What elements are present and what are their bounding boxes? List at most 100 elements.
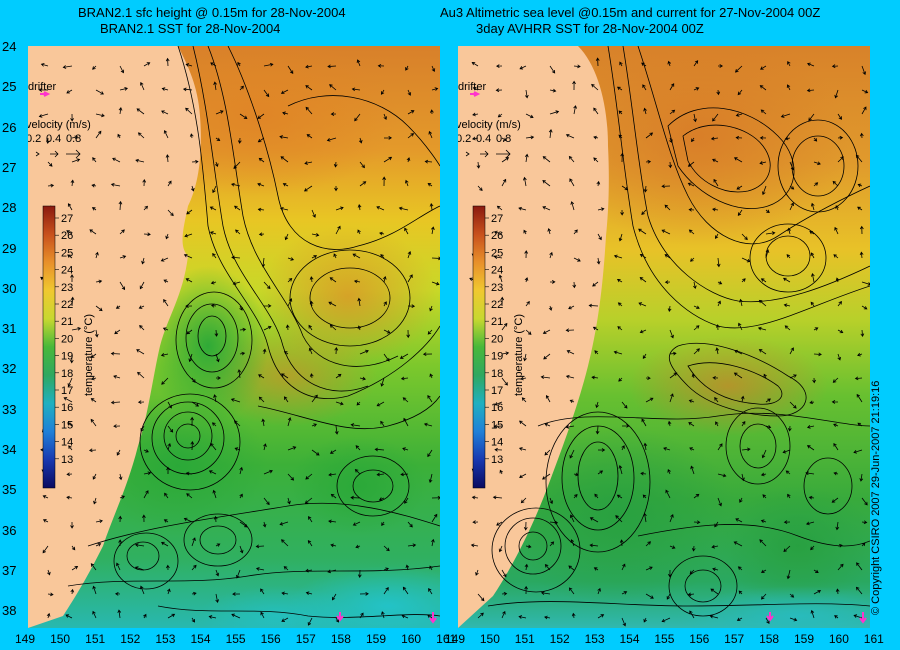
current-arrow (239, 493, 243, 499)
longitude-label: 158 (330, 632, 351, 646)
current-arrow (67, 203, 73, 211)
current-arrow (689, 610, 695, 619)
current-arrow (837, 135, 844, 140)
velocity-label: velocity (m/s) (28, 119, 91, 131)
left-title-line2: BRAN2.1 SST for 28-Nov-2004 (100, 21, 281, 36)
current-arrow (617, 302, 623, 307)
current-arrow (475, 569, 479, 576)
current-arrow (805, 471, 815, 476)
current-arrow (67, 377, 73, 387)
current-arrow (619, 539, 624, 547)
latitude-label: 36 (2, 522, 17, 538)
colorbar-tick-label: 22 (61, 299, 73, 311)
current-arrow (501, 322, 508, 331)
current-arrow (311, 423, 318, 427)
current-arrow (687, 182, 695, 187)
current-arrow (808, 113, 815, 122)
current-arrow (642, 353, 647, 360)
current-arrow (167, 209, 174, 217)
colorbar-tick-label: 15 (491, 419, 503, 431)
current-arrow (736, 617, 743, 621)
current-arrow (857, 183, 863, 188)
current-arrow (810, 202, 815, 211)
current-arrow (281, 591, 289, 596)
current-arrow (95, 251, 99, 259)
current-arrow (789, 347, 794, 355)
current-arrow (621, 591, 628, 595)
current-arrow (597, 470, 604, 475)
current-arrow (620, 209, 624, 216)
current-arrow (693, 325, 700, 331)
current-arrow (664, 204, 671, 211)
current-arrow (549, 251, 553, 259)
current-arrow (593, 107, 599, 115)
current-arrow (813, 182, 819, 187)
current-arrow (161, 87, 169, 91)
current-arrow (549, 520, 559, 525)
current-arrow (715, 421, 719, 427)
current-arrow (114, 329, 121, 335)
current-arrow (359, 349, 369, 355)
current-arrow (38, 113, 49, 118)
current-arrow (666, 593, 671, 600)
current-arrow (235, 229, 241, 235)
colorbar-tick-label: 15 (61, 419, 73, 431)
colorbar-tick-label: 26 (61, 230, 73, 242)
current-arrow (714, 521, 719, 528)
current-arrow (765, 617, 770, 624)
colorbar-tick-label: 13 (491, 454, 503, 466)
current-arrow (496, 64, 503, 68)
velocity-scale-1: 0.4 (46, 133, 61, 145)
current-arrow (661, 229, 671, 235)
current-arrow (789, 617, 798, 622)
sea-level-contours (487, 46, 870, 617)
current-arrow (714, 397, 719, 403)
current-arrow (861, 542, 866, 547)
current-arrow (549, 280, 556, 284)
current-arrow (281, 617, 289, 622)
current-arrow (357, 204, 362, 211)
current-arrow (66, 89, 73, 94)
current-arrow (661, 617, 671, 623)
current-arrow (524, 250, 529, 259)
current-arrow (572, 281, 577, 289)
current-arrow (305, 85, 313, 91)
current-arrow (735, 113, 743, 117)
current-arrow (861, 497, 868, 506)
current-arrow (257, 182, 265, 187)
colorbar-tick-label: 18 (61, 368, 73, 380)
current-arrow (236, 569, 241, 579)
current-arrow (230, 398, 241, 403)
current-arrow (283, 351, 289, 355)
current-arrow (709, 614, 719, 619)
current-arrow (669, 393, 674, 403)
current-arrow (569, 514, 575, 523)
current-arrow (712, 158, 719, 163)
longitude-label: 157 (724, 632, 745, 646)
colorbar-ticks: 27 26 25 24 23 22 21 20 19 18 17 16 15 14 13 (55, 213, 73, 466)
coastline-land (458, 46, 609, 628)
current-arrow (569, 449, 575, 459)
current-arrow (592, 326, 599, 331)
current-arrow (431, 538, 435, 547)
current-arrow (832, 180, 839, 187)
current-arrow (281, 373, 289, 379)
colorbar-tick-label: 27 (491, 213, 503, 225)
current-arrow (518, 206, 527, 211)
current-arrow (810, 273, 815, 283)
current-arrow (116, 449, 121, 456)
current-arrow (471, 62, 479, 67)
current-arrow (137, 132, 145, 139)
current-arrow (593, 157, 599, 163)
current-arrow (258, 232, 265, 237)
current-arrow (62, 65, 73, 69)
current-arrow (715, 233, 719, 240)
current-arrow (427, 395, 433, 403)
current-arrow (765, 424, 772, 429)
current-arrow (383, 156, 393, 163)
current-arrow (573, 257, 581, 262)
current-arrow (119, 495, 126, 499)
current-arrow (525, 300, 530, 307)
current-arrow (548, 128, 553, 139)
current-arrow (805, 521, 815, 526)
